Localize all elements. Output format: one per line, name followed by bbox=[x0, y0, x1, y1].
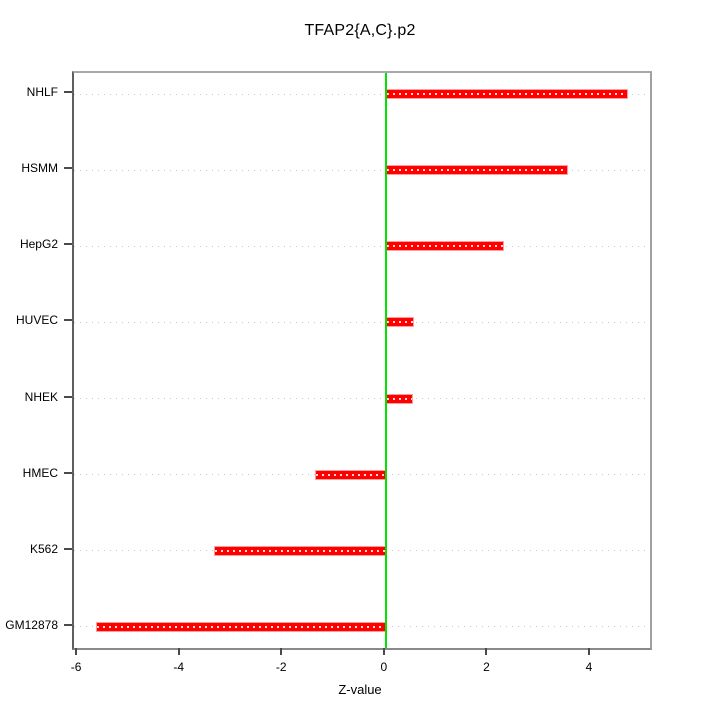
y-tick-mark bbox=[64, 243, 72, 246]
gridline bbox=[74, 93, 650, 95]
y-axis-label-hmec: HMEC bbox=[22, 465, 58, 480]
bar-gridline-overlay bbox=[96, 625, 385, 628]
x-tick-mark bbox=[75, 648, 78, 655]
bar-gridline-overlay bbox=[386, 169, 568, 172]
y-tick-mark bbox=[64, 91, 72, 94]
zero-reference-line bbox=[384, 73, 387, 648]
gridline bbox=[74, 169, 650, 171]
bar-nhek bbox=[385, 393, 413, 404]
x-tick-mark bbox=[177, 648, 180, 655]
bar-gridline-overlay bbox=[386, 245, 503, 248]
y-axis-label-nhlf: NHLF bbox=[26, 85, 58, 100]
bar-huvec bbox=[385, 317, 415, 328]
y-tick-mark bbox=[64, 471, 72, 474]
y-axis-label-nhek: NHEK bbox=[24, 389, 58, 404]
y-axis-label-hsmm: HSMM bbox=[21, 161, 58, 176]
x-tick-label: 4 bbox=[585, 660, 593, 674]
y-tick-mark bbox=[64, 547, 72, 550]
x-tick-mark bbox=[280, 648, 283, 655]
y-tick-mark bbox=[64, 167, 72, 170]
y-axis-label-k562: K562 bbox=[29, 541, 58, 556]
y-axis-label-gm12878: GM12878 bbox=[5, 617, 58, 632]
bar-gm12878 bbox=[95, 621, 386, 632]
x-axis-title: Z-value bbox=[338, 682, 382, 697]
y-axis-label-hepg2: HepG2 bbox=[19, 237, 58, 252]
x-tick-mark bbox=[485, 648, 488, 655]
gridline bbox=[74, 245, 650, 247]
x-tick-label: 2 bbox=[483, 660, 490, 674]
y-tick-mark bbox=[64, 623, 72, 626]
x-tick-mark bbox=[382, 648, 385, 655]
x-tick-mark bbox=[588, 648, 590, 655]
bar-nhlf bbox=[385, 89, 629, 100]
y-tick-mark bbox=[64, 319, 72, 322]
bar-hsmm bbox=[385, 165, 569, 176]
bar-gridline-overlay bbox=[386, 397, 412, 400]
x-tick-label: -4 bbox=[173, 660, 184, 674]
x-tick-label: -2 bbox=[275, 660, 287, 674]
x-tick-label: -6 bbox=[70, 660, 82, 674]
gridline bbox=[74, 321, 650, 323]
chart-title: TFAP2{A,C}.p2 bbox=[304, 22, 416, 39]
gridline bbox=[74, 398, 650, 400]
bar-gridline-overlay bbox=[386, 93, 628, 96]
bar-k562 bbox=[213, 545, 386, 556]
bar-hmec bbox=[314, 469, 386, 480]
bar-hepg2 bbox=[385, 241, 504, 252]
plot-area bbox=[72, 71, 652, 650]
bar-gridline-overlay bbox=[315, 473, 385, 476]
bar-gridline-overlay bbox=[214, 549, 385, 552]
x-tick-label: 0 bbox=[380, 660, 388, 674]
bar-gridline-overlay bbox=[386, 321, 414, 324]
y-axis-label-huvec: HUVEC bbox=[15, 313, 58, 328]
y-tick-mark bbox=[64, 395, 72, 398]
